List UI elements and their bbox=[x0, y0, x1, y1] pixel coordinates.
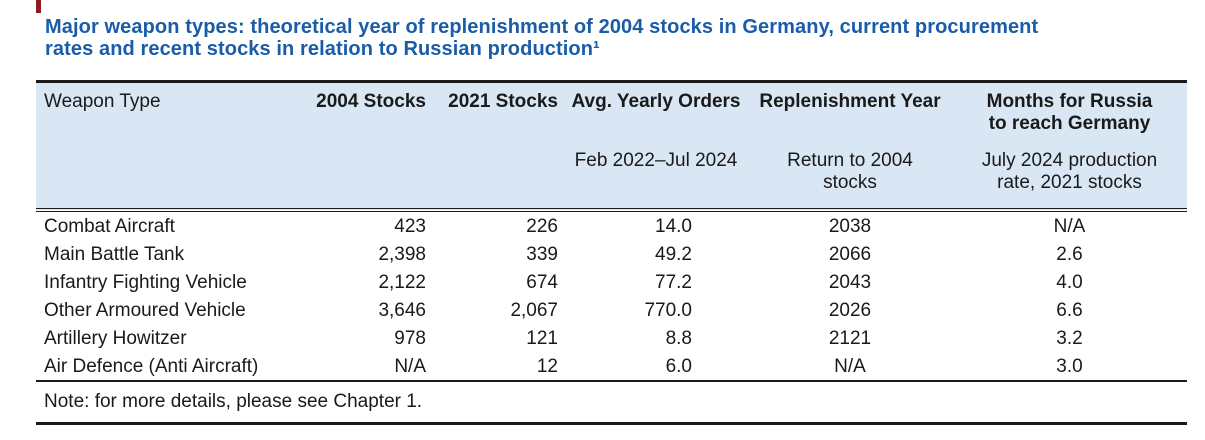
table-title-line2: rates and recent stocks in relation to R… bbox=[45, 38, 600, 60]
cell-avg-orders: 770.0 bbox=[644, 300, 692, 321]
cell-2004-stocks: 2,122 bbox=[378, 272, 426, 293]
page-edge-accent-bar bbox=[36, 0, 41, 13]
cell-2004-stocks: 423 bbox=[394, 216, 426, 237]
col-header-2021-stocks: 2021 Stocks bbox=[432, 81, 564, 144]
col-header-months-line1: Months for Russia bbox=[986, 91, 1153, 112]
table-row: Other Armoured Vehicle 3,646 2,067 770.0… bbox=[36, 296, 1187, 324]
cell-avg-orders: 8.8 bbox=[665, 328, 692, 349]
cell-2021-stocks: 12 bbox=[432, 352, 564, 382]
subheader-empty-1 bbox=[36, 144, 300, 212]
subheader-empty-3 bbox=[432, 144, 564, 212]
cell-avg-orders: 49.2 bbox=[655, 244, 692, 265]
cell-months-russia: 2.6 bbox=[1056, 244, 1083, 265]
cell-2021-stocks: 2,067 bbox=[510, 300, 558, 321]
weapons-table: Weapon Type 2004 Stocks 2021 Stocks Avg.… bbox=[36, 80, 1187, 425]
table-title-line1: Major weapon types: theoretical year of … bbox=[45, 16, 1039, 38]
subheader-empty-2 bbox=[300, 144, 432, 212]
cell-replenishment-year: 2043 bbox=[828, 272, 872, 293]
cell-weapon-type: Other Armoured Vehicle bbox=[44, 300, 246, 321]
cell-2021-stocks: 121 bbox=[526, 328, 558, 349]
cell-2004-stocks: 2,398 bbox=[378, 244, 426, 265]
cell-weapon-type: Air Defence (Anti Aircraft) bbox=[36, 352, 300, 382]
cell-2021-stocks: 339 bbox=[526, 244, 558, 265]
note-row: Note: for more details, please see Chapt… bbox=[36, 381, 1187, 424]
cell-2021-stocks: 674 bbox=[526, 272, 558, 293]
cell-2021-stocks: 226 bbox=[526, 216, 558, 237]
subheader-production-rate: July 2024 production rate, 2021 stocks bbox=[952, 144, 1187, 212]
cell-replenishment-year: 2121 bbox=[828, 328, 872, 349]
cell-replenishment-year: 2066 bbox=[828, 244, 872, 265]
subheader-return-to-2004: Return to 2004 stocks bbox=[748, 144, 952, 212]
table-row: Infantry Fighting Vehicle 2,122 674 77.2… bbox=[36, 268, 1187, 296]
table-footer: Note: for more details, please see Chapt… bbox=[36, 381, 1187, 424]
cell-months-russia: N/A bbox=[1053, 216, 1086, 237]
cell-weapon-type: Main Battle Tank bbox=[44, 244, 185, 265]
col-header-2004-stocks: 2004 Stocks bbox=[300, 81, 432, 144]
cell-avg-orders: 14.0 bbox=[655, 216, 692, 237]
header-row-sub: Feb 2022–Jul 2024 Return to 2004 stocks … bbox=[36, 144, 1187, 212]
cell-2004-stocks: 978 bbox=[394, 328, 426, 349]
cell-months-russia: 6.6 bbox=[1056, 300, 1083, 321]
cell-months-russia: 3.0 bbox=[952, 352, 1187, 382]
table-header: Weapon Type 2004 Stocks 2021 Stocks Avg.… bbox=[36, 81, 1187, 212]
col-header-avg-yearly-orders: Avg. Yearly Orders bbox=[564, 81, 748, 144]
cell-replenishment-year: 2026 bbox=[828, 300, 872, 321]
cell-2004-stocks: N/A bbox=[300, 352, 432, 382]
cell-weapon-type: Infantry Fighting Vehicle bbox=[44, 272, 247, 293]
col-header-weapon-type: Weapon Type bbox=[36, 81, 300, 144]
cell-months-russia: 4.0 bbox=[1056, 272, 1083, 293]
cell-avg-orders: 6.0 bbox=[564, 352, 748, 382]
cell-weapon-type: Combat Aircraft bbox=[44, 216, 175, 237]
cell-replenishment-year: 2038 bbox=[828, 216, 872, 237]
col-header-replenishment-year: Replenishment Year bbox=[748, 81, 952, 144]
table-row: Main Battle Tank 2,398 339 49.2 2066 2.6 bbox=[36, 240, 1187, 268]
table-row: Artillery Howitzer 978 121 8.8 2121 3.2 bbox=[36, 324, 1187, 352]
col-header-months-line2: to reach Germany bbox=[988, 113, 1151, 134]
table-row: Combat Aircraft 423 226 14.0 2038 N/A bbox=[36, 210, 1187, 240]
table-title: Major weapon types: theoretical year of … bbox=[45, 16, 1185, 60]
cell-2004-stocks: 3,646 bbox=[378, 300, 426, 321]
subheader-orders-period: Feb 2022–Jul 2024 bbox=[564, 144, 748, 212]
cell-months-russia: 3.2 bbox=[1056, 328, 1083, 349]
col-header-months-for-russia: Months for Russia to reach Germany bbox=[952, 81, 1187, 144]
cell-replenishment-year: N/A bbox=[748, 352, 952, 382]
weapons-table-container: Weapon Type 2004 Stocks 2021 Stocks Avg.… bbox=[36, 80, 1187, 425]
cell-avg-orders: 77.2 bbox=[655, 272, 692, 293]
cell-weapon-type: Artillery Howitzer bbox=[44, 328, 187, 349]
table-row: Air Defence (Anti Aircraft) N/A 12 6.0 N… bbox=[36, 352, 1187, 382]
table-body: Combat Aircraft 423 226 14.0 2038 N/A Ma… bbox=[36, 210, 1187, 382]
table-note: Note: for more details, please see Chapt… bbox=[44, 391, 423, 412]
header-row-main: Weapon Type 2004 Stocks 2021 Stocks Avg.… bbox=[36, 81, 1187, 144]
